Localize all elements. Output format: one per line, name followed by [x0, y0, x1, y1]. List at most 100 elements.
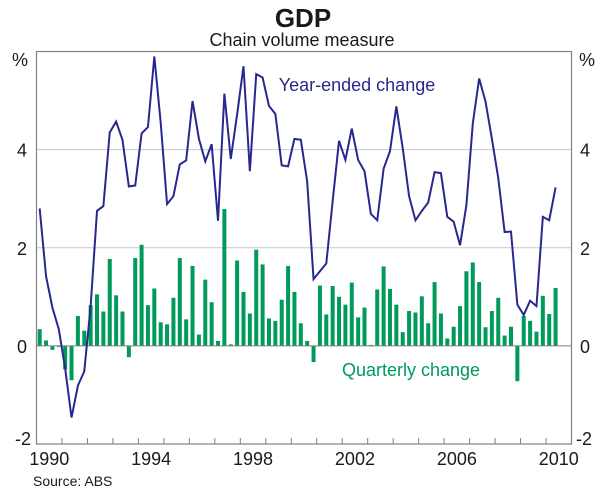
left-unit-label: % [12, 50, 28, 70]
quarterly-change-bar [426, 323, 431, 346]
quarterly-change-bar [292, 291, 297, 346]
quarterly-change-bar [209, 302, 214, 346]
x-tick-label: 1990 [29, 449, 69, 469]
quarterly-change-bar [298, 323, 303, 346]
quarterly-change-bar [451, 326, 456, 346]
quarterly-change-bars [37, 208, 558, 382]
year-ended-change-line [38, 56, 557, 418]
year-ended-change-line-layer [38, 56, 557, 418]
chart-title: GDP [275, 3, 331, 33]
quarterly-change-bar [381, 266, 386, 346]
quarterly-change-bar [464, 271, 469, 346]
quarterly-change-bar [508, 326, 513, 346]
quarterly-change-bar [413, 312, 418, 346]
quarterly-change-bar [82, 330, 87, 346]
quarterly-change-bar [241, 291, 246, 346]
quarterly-change-bar [165, 324, 170, 346]
plot-frame [35, 50, 573, 445]
y-tick-label-right: -2 [576, 429, 592, 449]
quarterly-change-bar [394, 304, 399, 346]
x-tick-label: 2006 [437, 449, 477, 469]
quarterly-change-bar [120, 311, 125, 346]
x-tick-label: 1994 [131, 449, 171, 469]
quarterly-change-bar [489, 311, 494, 346]
y-tick-label-left: 0 [17, 337, 27, 357]
quarterly-change-bar [69, 345, 74, 381]
quarterly-change-bar [400, 332, 405, 346]
quarterly-change-bar [145, 305, 150, 346]
quarterly-change-bar [247, 313, 252, 346]
x-tick-label: 2002 [335, 449, 375, 469]
y-tick-label-right: 0 [580, 337, 590, 357]
quarterly-change-bar [133, 258, 138, 346]
source-note: Source: ABS [33, 473, 112, 489]
quarterly-change-bar [101, 311, 106, 346]
quarterly-change-bar [419, 296, 424, 346]
quarterly-change-bar [139, 244, 144, 346]
quarterly-change-bar [286, 265, 291, 346]
quarterly-change-bar [273, 320, 278, 346]
quarterly-change-bar [553, 287, 558, 346]
quarterly-change-bar [63, 345, 68, 370]
quarterly-change-bar [88, 305, 93, 346]
quarterly-change-bar [126, 345, 131, 358]
quarterly-change-bar [177, 258, 182, 346]
quarterly-change-bar [547, 313, 552, 346]
quarterly-change-bar [305, 340, 310, 346]
quarterly-change-bar [324, 314, 329, 346]
quarterly-change-bar [432, 282, 437, 346]
quarterly-change-bar [158, 322, 163, 346]
quarterly-change-bar [50, 345, 55, 350]
quarterly-change-bar [502, 335, 507, 346]
quarterly-change-bar [279, 299, 284, 346]
quarterly-change-bar [458, 306, 463, 346]
quarterly-change-bar [515, 345, 520, 382]
quarterly-change-bar [330, 286, 335, 346]
quarterly-change-bar [254, 249, 259, 346]
quarterly-change-bar [540, 295, 545, 346]
x-tick-label: 2010 [539, 449, 579, 469]
quarterly-change-bar [196, 334, 201, 346]
quarterly-change-bar [44, 340, 49, 346]
quarterly-change-bar [534, 331, 539, 346]
quarterly-change-bar [95, 294, 100, 346]
quarterly-change-bar [114, 295, 119, 346]
quarterly-change-bar [184, 319, 189, 346]
quarterly-change-bar [343, 304, 348, 346]
y-tick-label-right: 4 [580, 141, 590, 161]
quarterly-change-bar [203, 279, 208, 346]
quarterly-change-bar [445, 338, 450, 346]
right-unit-label: % [579, 50, 595, 70]
quarterly-change-bar [216, 340, 221, 346]
y-tick-label-left: 2 [17, 239, 27, 259]
quarterly-change-bar [235, 260, 240, 346]
quarterly-change-bar [171, 297, 176, 346]
legend-quarterly-change: Quarterly change [342, 360, 480, 380]
x-axis-ticks: 1990 1994 1998 2002 2006 2010 [29, 438, 579, 469]
quarterly-change-bar [260, 264, 265, 346]
quarterly-change-bar [266, 318, 271, 346]
plot-border [35, 50, 573, 445]
quarterly-change-bar [337, 296, 342, 346]
quarterly-change-bar [356, 317, 361, 346]
quarterly-change-bar [75, 315, 80, 346]
legend-year-ended-change: Year-ended change [279, 75, 435, 95]
quarterly-change-bar [407, 311, 412, 346]
quarterly-change-bar [375, 289, 380, 346]
quarterly-change-bar [190, 265, 195, 346]
quarterly-change-bar [107, 259, 112, 346]
gridlines [36, 149, 572, 249]
quarterly-change-bar [438, 313, 443, 346]
quarterly-change-bar [496, 297, 501, 346]
quarterly-change-bar [470, 262, 475, 346]
quarterly-change-bar [528, 320, 533, 346]
quarterly-change-bar [483, 327, 488, 346]
quarterly-change-bar [222, 208, 227, 346]
quarterly-change-bar [37, 329, 42, 346]
quarterly-change-bar [228, 344, 233, 346]
quarterly-change-bar [349, 282, 354, 346]
quarterly-change-bar [311, 345, 316, 363]
quarterly-change-bar [362, 307, 367, 346]
y-tick-label-right: 2 [580, 239, 590, 259]
